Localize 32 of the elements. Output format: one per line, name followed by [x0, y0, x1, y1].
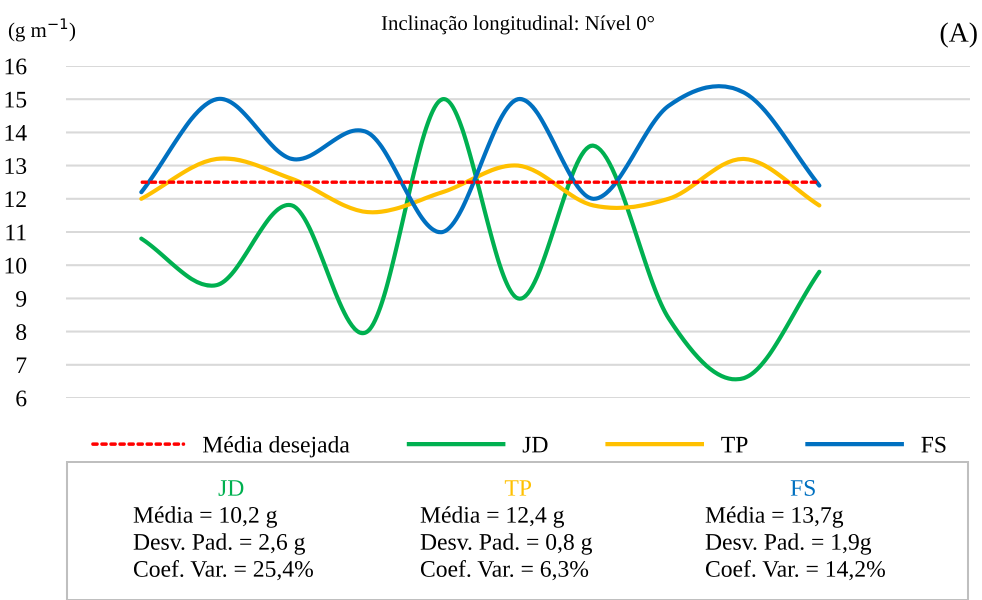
text: JD [218, 480, 244, 496]
line-series [139, 97, 822, 381]
legend-label: TP [721, 436, 748, 452]
text: Desv. Pad. = 2,6 g [134, 533, 306, 555]
line-series [139, 156, 822, 214]
text: Coef. Var. = 25,4% [134, 560, 313, 580]
text: Desv. Pad. = 0,8 g [420, 533, 592, 555]
y-tick-label: 8 [16, 324, 26, 340]
text: FS [790, 480, 815, 496]
y-tick-label: 15 [6, 92, 26, 108]
y-tick-label: 12 [6, 191, 26, 207]
legend-label: Média desejada [203, 436, 350, 458]
legend-label: FS [921, 436, 946, 453]
text: Coef. Var. = 6,3% [420, 560, 588, 580]
y-tick-label: 13 [6, 158, 26, 174]
text: TP [504, 480, 532, 496]
text: Desv. Pad. = 1,9g [706, 533, 872, 555]
text: Coef. Var. = 14,2% [706, 560, 885, 580]
text: Média = 13,7g [706, 506, 844, 528]
y-tick-label: 7 [16, 358, 26, 373]
legend-label: JD [522, 436, 548, 453]
y-tick-label: 9 [16, 290, 26, 307]
y-tick-label: 10 [6, 258, 26, 274]
text: Média = 10,2 g [134, 506, 278, 528]
text: (A) [940, 22, 977, 48]
y-tick-label: 16 [6, 58, 26, 74]
chart-title: Inclinação longitudinal: Nível 0° [382, 15, 654, 34]
y-tick-label: 11 [6, 224, 26, 240]
y-tick-label: 14 [6, 125, 27, 141]
y-tick-label: 6 [16, 390, 26, 406]
text: Média = 12,4 g [420, 506, 564, 528]
y-axis-title: (g m$^{−1}$) [8, 18, 76, 42]
